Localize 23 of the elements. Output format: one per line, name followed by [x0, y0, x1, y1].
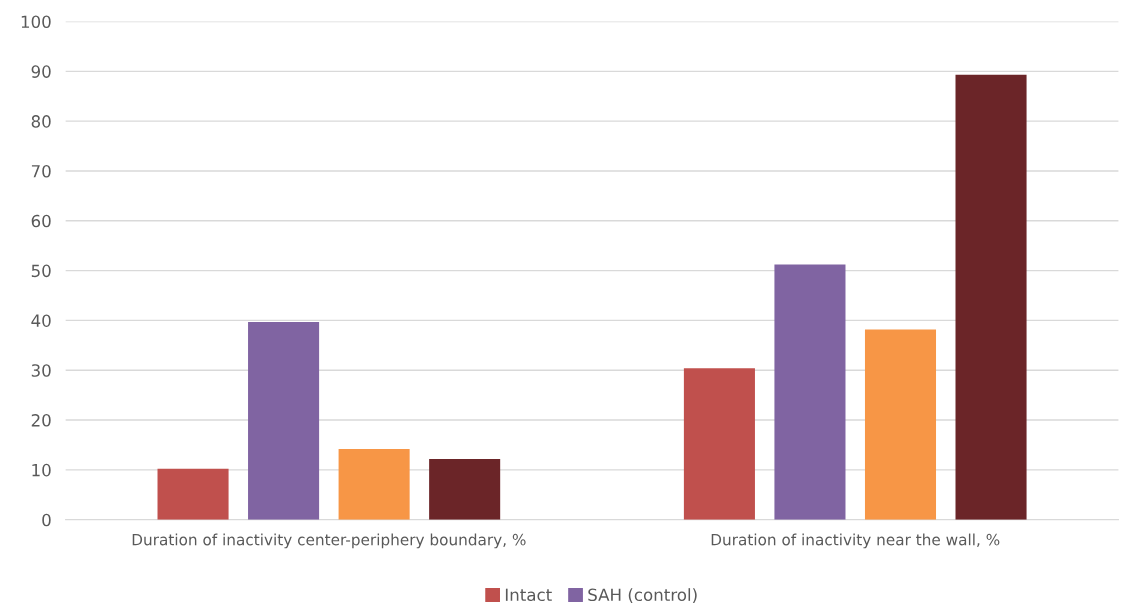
x-tick-label: Duration of inactivity center-periphery boundary, % — [132, 533, 526, 549]
bar — [774, 264, 846, 520]
bar — [157, 468, 229, 520]
y-tick-label: 100 — [21, 15, 51, 29]
legend-label: Intact — [505, 588, 552, 602]
y-tick-label: 10 — [32, 463, 51, 477]
x-tick-label: Duration of inactivity near the wall, % — [711, 533, 1000, 549]
y-tick-label: 60 — [31, 214, 51, 228]
y-tick-label: 80 — [31, 115, 51, 128]
legend-label: SAH (control) — [588, 588, 697, 604]
bar — [683, 368, 755, 520]
bar — [338, 448, 410, 520]
y-tick-label: 30 — [31, 364, 51, 377]
bar — [955, 74, 1027, 520]
y-tick-label: 50 — [31, 264, 51, 278]
y-tick-label: 0 — [42, 513, 51, 527]
y-tick-label: 90 — [31, 65, 51, 78]
y-tick-label: 70 — [31, 164, 51, 178]
bar — [248, 321, 320, 520]
y-tick-label: 20 — [31, 414, 51, 427]
bar — [429, 458, 501, 520]
bar — [864, 329, 937, 520]
y-tick-label: 40 — [31, 314, 51, 327]
